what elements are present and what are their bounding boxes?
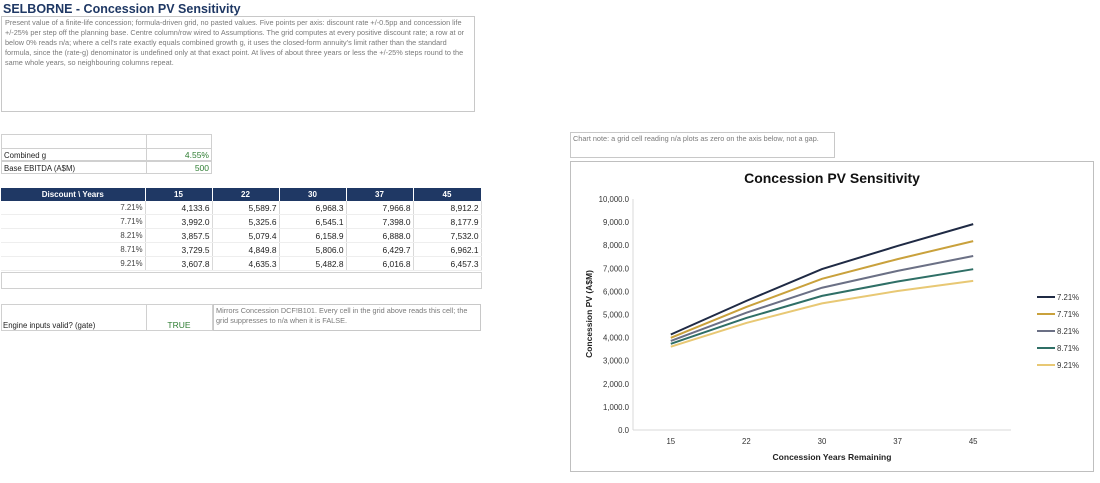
table-row: 7.71% 3,992.0 5,325.6 6,545.1 7,398.0 8,…: [1, 214, 482, 229]
grid-row-rate[interactable]: 8.71%: [1, 242, 146, 257]
combined-g-value[interactable]: 4.55%: [184, 150, 209, 160]
chart-area[interactable]: Concession PV Sensitivity Concession PV …: [570, 161, 1094, 472]
grid-cell[interactable]: 3,992.0: [145, 214, 213, 229]
grid-cell[interactable]: 6,429.7: [346, 242, 414, 257]
grid-col-header: 30: [279, 188, 347, 201]
grid-cell[interactable]: 5,589.7: [212, 201, 280, 215]
series-line: [670, 255, 974, 342]
y-tick-label: 3,000.0: [603, 357, 630, 366]
grid-cell[interactable]: 7,966.8: [346, 201, 414, 215]
grid-cell[interactable]: 6,158.9: [279, 228, 347, 243]
x-tick-label: 45: [969, 437, 978, 446]
grid-cell[interactable]: 3,729.5: [145, 242, 213, 257]
chart-title: Concession PV Sensitivity: [744, 170, 920, 186]
y-tick-label: 1,000.0: [603, 403, 630, 412]
legend-label: 7.21%: [1057, 293, 1079, 302]
series-line: [670, 240, 974, 339]
grid-cell[interactable]: 6,888.0: [346, 228, 414, 243]
table-row: 7.21% 4,133.6 5,589.7 6,968.3 7,966.8 8,…: [1, 201, 482, 215]
grid-row-rate[interactable]: 7.21%: [1, 201, 146, 215]
table-row: 9.21% 3,607.8 4,635.3 5,482.8 6,016.8 6,…: [1, 256, 482, 271]
grid-cell[interactable]: 3,857.5: [145, 228, 213, 243]
table-row: 8.71% 3,729.5 4,849.8 5,806.0 6,429.7 6,…: [1, 242, 482, 257]
grid-cell[interactable]: 8,177.9: [413, 214, 482, 229]
gate-label: Engine inputs valid? (gate): [3, 321, 96, 330]
grid-cell[interactable]: 4,849.8: [212, 242, 280, 257]
grid-cell[interactable]: 8,912.2: [413, 201, 482, 215]
chart-note[interactable]: Chart note: a grid cell reading n/a plot…: [570, 132, 835, 158]
legend-label: 8.71%: [1057, 344, 1079, 353]
y-axis-label: Concession PV (A$M): [584, 270, 594, 358]
grid-cell[interactable]: 5,806.0: [279, 242, 347, 257]
chart-legend: 7.21% 7.71% 8.21% 8.71% 9.21%: [1037, 293, 1079, 370]
y-tick-label: 2,000.0: [603, 380, 630, 389]
y-tick-label: 0.0: [618, 426, 630, 435]
combined-g-label: Combined g: [4, 151, 47, 160]
sensitivity-grid: Discount \ Years 15 22 30 37 45 7.21% 4,…: [1, 188, 482, 271]
x-axis-label: Concession Years Remaining: [773, 452, 892, 462]
y-tick-label: 8,000.0: [603, 241, 630, 250]
description-box[interactable]: Present value of a finite-life concessio…: [1, 16, 475, 112]
line-chart: Concession PV Sensitivity Concession PV …: [584, 170, 1079, 462]
y-tick-label: 6,000.0: [603, 287, 630, 296]
combined-g-row[interactable]: Combined g 4.55%: [1, 148, 212, 161]
y-tick-label: 4,000.0: [603, 334, 630, 343]
grid-cell[interactable]: 7,398.0: [346, 214, 414, 229]
legend-label: 7.71%: [1057, 310, 1079, 319]
gate-note[interactable]: Mirrors Concession DCF!B101. Every cell …: [213, 304, 481, 331]
grid-cell[interactable]: 6,962.1: [413, 242, 482, 257]
grid-cell[interactable]: 6,016.8: [346, 256, 414, 271]
grid-cell[interactable]: 6,545.1: [279, 214, 347, 229]
grid-cell[interactable]: 6,968.3: [279, 201, 347, 215]
y-tick-label: 5,000.0: [603, 311, 630, 320]
grid-row-rate[interactable]: 7.71%: [1, 214, 146, 229]
x-tick-label: 15: [666, 437, 675, 446]
series-line: [670, 268, 974, 345]
grid-corner-label: Discount \ Years: [1, 188, 146, 201]
base-ebitda-value[interactable]: 500: [194, 163, 209, 173]
grid-col-header: 37: [346, 188, 414, 201]
grid-row-rate[interactable]: 8.21%: [1, 228, 146, 243]
legend-label: 8.21%: [1057, 327, 1079, 336]
gate-value[interactable]: TRUE: [167, 320, 191, 330]
grid-cell[interactable]: 4,635.3: [212, 256, 280, 271]
grid-cell[interactable]: 3,607.8: [145, 256, 213, 271]
series-line: [670, 279, 974, 348]
grid-header-row: Discount \ Years 15 22 30 37 45: [1, 188, 482, 201]
x-tick-label: 30: [818, 437, 827, 446]
grid-cell[interactable]: 7,532.0: [413, 228, 482, 243]
grid-cell[interactable]: 4,133.6: [145, 201, 213, 215]
input-spacer-cell[interactable]: [1, 134, 212, 149]
grid-cell[interactable]: 6,457.3: [413, 256, 482, 271]
legend-label: 9.21%: [1057, 361, 1079, 370]
grid-cell[interactable]: 5,325.6: [212, 214, 280, 229]
x-tick-label: 37: [893, 437, 902, 446]
base-ebitda-label: Base EBITDA (A$M): [4, 164, 76, 173]
grid-cell[interactable]: 5,079.4: [212, 228, 280, 243]
y-tick-label: 7,000.0: [603, 264, 630, 273]
grid-col-header: 45: [413, 188, 482, 201]
y-tick-label: 9,000.0: [603, 218, 630, 227]
chart-axes: 0.0 1,000.0 2,000.0 3,000.0 4,000.0 5,000.0 6,…: [599, 195, 1011, 446]
y-tick-label: 10,000.0: [599, 195, 630, 204]
grid-col-header: 22: [212, 188, 280, 201]
grid-col-header: 15: [145, 188, 213, 201]
base-ebitda-row[interactable]: Base EBITDA (A$M) 500: [1, 161, 212, 174]
table-row: 8.21% 3,857.5 5,079.4 6,158.9 6,888.0 7,…: [1, 228, 482, 243]
series-line: [670, 223, 974, 336]
gate-row[interactable]: [1, 304, 213, 331]
grid-row-rate[interactable]: 9.21%: [1, 256, 146, 271]
x-tick-label: 22: [742, 437, 751, 446]
sheet-title: SELBORNE - Concession PV Sensitivity: [3, 2, 241, 16]
grid-cell[interactable]: 5,482.8: [279, 256, 347, 271]
grid-empty-row[interactable]: [1, 272, 482, 289]
chart-series: [670, 223, 974, 348]
